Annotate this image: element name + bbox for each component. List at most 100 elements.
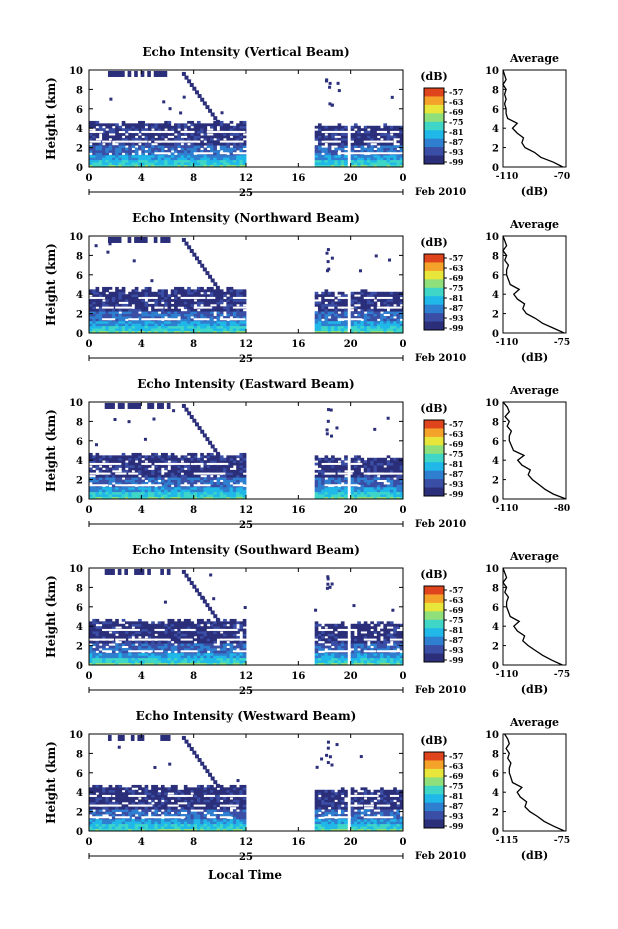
echo-cell	[219, 650, 224, 654]
echo-cell	[353, 467, 358, 471]
echo-cell	[105, 162, 110, 165]
echo-cell	[95, 621, 100, 625]
echo-cell	[206, 660, 211, 663]
echo-cell	[376, 484, 381, 488]
echo-cell	[229, 640, 234, 644]
echo-cell	[383, 496, 388, 500]
echo-cell	[242, 623, 247, 627]
echo-cell	[134, 467, 139, 471]
echo-cell	[337, 142, 342, 146]
echo-cell	[151, 660, 155, 663]
echo-cell	[350, 491, 355, 495]
echo-cell	[200, 638, 204, 642]
echo-cell	[203, 164, 208, 168]
echo-cell	[98, 150, 103, 153]
echo-cell	[180, 328, 185, 331]
echo-cell	[383, 147, 388, 151]
echo-cell	[131, 137, 136, 141]
echo-cell	[373, 313, 378, 317]
echo-cell	[174, 142, 178, 146]
echo-cell	[210, 142, 214, 146]
echo-gap	[324, 130, 341, 133]
echo-cell	[203, 299, 208, 302]
echo-cell	[399, 150, 404, 153]
echo-cell	[324, 135, 329, 139]
echo-cell	[317, 137, 322, 141]
echo-cell	[206, 477, 211, 480]
echo-cell	[167, 308, 172, 312]
echo-cell	[370, 133, 374, 136]
echo-cell	[160, 142, 165, 146]
echo-cell	[157, 328, 162, 331]
echo-cell	[337, 291, 342, 295]
echo-cell	[196, 294, 201, 298]
echo-cell	[327, 294, 332, 298]
echo-cell	[174, 640, 178, 644]
y-tick-label: 0	[76, 495, 83, 506]
echo-cell	[340, 460, 345, 464]
echo-cell	[92, 652, 96, 656]
x-tick-label: 0	[400, 505, 407, 516]
echo-cell	[363, 147, 368, 151]
echo-cell	[203, 455, 208, 459]
echo-cell	[360, 303, 365, 307]
echo-cell	[174, 496, 178, 500]
echo-cell	[98, 301, 103, 305]
echo-cell	[314, 633, 319, 637]
echo-cell	[386, 462, 391, 466]
echo-cell	[124, 162, 129, 165]
echo-cell	[157, 325, 162, 329]
echo-gap	[141, 462, 152, 465]
echo-cell	[160, 621, 165, 625]
echo-cell	[353, 154, 358, 158]
colorbar-tick-label: -63	[449, 97, 464, 107]
echo-cell	[154, 301, 159, 305]
echo-cell	[193, 291, 198, 295]
echo-cell	[157, 159, 162, 163]
echo-cell	[118, 154, 123, 158]
echo-cell	[373, 154, 378, 158]
echo-cell	[183, 640, 188, 644]
echo-cell	[180, 318, 185, 322]
echo-cell	[213, 145, 217, 148]
echo-cell	[399, 325, 404, 329]
echo-cell	[108, 491, 113, 495]
echo-cell	[236, 482, 240, 485]
echo-cell	[239, 489, 244, 493]
echo-cell	[134, 633, 139, 637]
echo-cell	[187, 137, 191, 141]
echo-cell	[324, 486, 329, 490]
echo-cell	[350, 494, 355, 497]
echo-cell	[360, 291, 365, 295]
echo-cell	[376, 330, 381, 334]
echo-cell	[167, 313, 172, 317]
echo-cell	[111, 152, 116, 156]
echo-cell	[108, 482, 113, 485]
echo-cell	[236, 133, 240, 136]
echo-cell	[124, 135, 129, 139]
echo-cell	[317, 311, 322, 314]
echo-cell	[226, 125, 231, 129]
echo-cell	[370, 299, 374, 302]
echo-cell	[360, 308, 365, 312]
echo-cell	[210, 137, 214, 141]
echo-cell	[219, 311, 224, 314]
echo-cell	[177, 162, 181, 165]
echo-cell	[98, 311, 103, 314]
echo-cell	[160, 157, 165, 161]
echo-cell	[128, 142, 132, 146]
echo-cell	[314, 640, 319, 644]
echo-cell	[114, 236, 119, 243]
echo-cell	[200, 486, 204, 490]
echo-cell	[134, 323, 139, 327]
echo-cell	[154, 657, 159, 661]
echo-cell	[147, 123, 152, 127]
echo-cell	[386, 142, 391, 146]
echo-cell	[226, 662, 231, 666]
echo-cell	[160, 477, 165, 480]
echo-cell	[203, 635, 208, 639]
echo-cell	[138, 491, 142, 495]
echo-cell	[138, 460, 142, 464]
echo-cell	[92, 159, 96, 163]
echo-cell	[321, 489, 325, 493]
